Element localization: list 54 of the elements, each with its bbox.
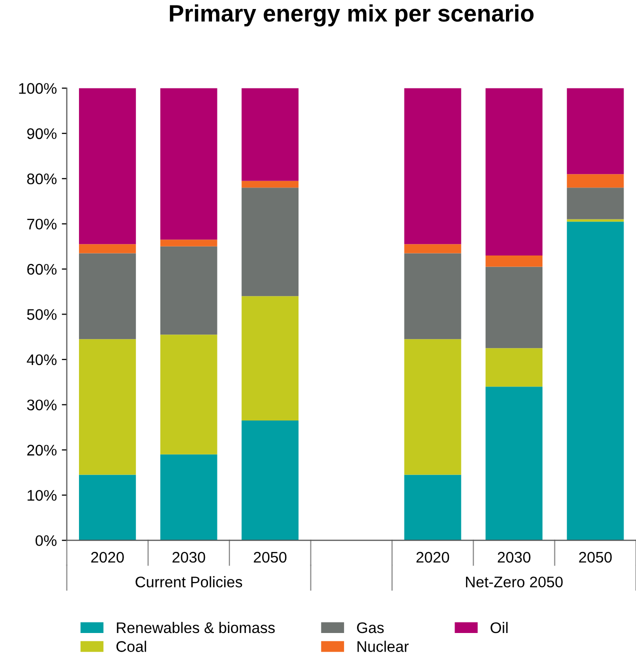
y-tick-label: 70% [27, 218, 57, 230]
y-tick-label: 60% [27, 264, 57, 275]
bar [404, 88, 462, 244]
bar [486, 348, 542, 387]
bar [160, 246, 218, 335]
bar [486, 255, 542, 267]
text: Current Policies [136, 576, 242, 588]
bar [242, 296, 299, 421]
bar [566, 188, 624, 220]
bar [242, 88, 299, 181]
y-tick-label: 30% [27, 400, 57, 410]
chart-title: Primary energy mix per scenario [170, 4, 534, 27]
x-tick-label: 2030 [172, 552, 206, 563]
bar [486, 386, 542, 540]
bar [404, 244, 462, 254]
bar [242, 180, 299, 188]
bar [566, 222, 624, 540]
bar [160, 454, 218, 540]
x-tick-label: 2030 [498, 552, 530, 563]
y-tick-label: 50% [27, 309, 57, 320]
y-tick-label: 90% [27, 128, 57, 140]
bar [160, 334, 218, 454]
x-tick-label: 2050 [254, 552, 286, 563]
legend-label: Renewables & biomass [116, 622, 275, 634]
bar [160, 240, 218, 246]
legend-label: Coal [116, 640, 146, 652]
x-tick-label: 2050 [579, 552, 612, 563]
legend-label: Oil [490, 622, 508, 634]
bar [78, 339, 136, 475]
legend-label: Gas [357, 622, 384, 634]
bar [404, 339, 462, 475]
x-tick-label: 2020 [416, 552, 450, 563]
bar [78, 253, 136, 340]
bar [78, 474, 136, 540]
legend-label: Nuclear [358, 640, 409, 652]
bar [242, 188, 299, 296]
bar [78, 88, 136, 244]
bar [566, 88, 624, 174]
bar [404, 474, 462, 540]
bar [486, 266, 542, 348]
y-tick-label: 10% [28, 490, 57, 501]
y-tick-label: 20% [27, 444, 57, 456]
x-tick-label: 2020 [91, 552, 124, 563]
text: Net-Zero 2050 [466, 576, 563, 588]
bar [566, 174, 624, 188]
bar [486, 88, 542, 256]
bar [78, 244, 136, 254]
y-tick-label: 0% [36, 535, 57, 546]
y-tick-label: 80% [27, 173, 57, 184]
y-tick-label: 40% [26, 354, 57, 366]
bar [160, 88, 218, 240]
bar [242, 420, 299, 540]
bar [404, 253, 462, 340]
y-tick-label: 100% [19, 83, 57, 94]
